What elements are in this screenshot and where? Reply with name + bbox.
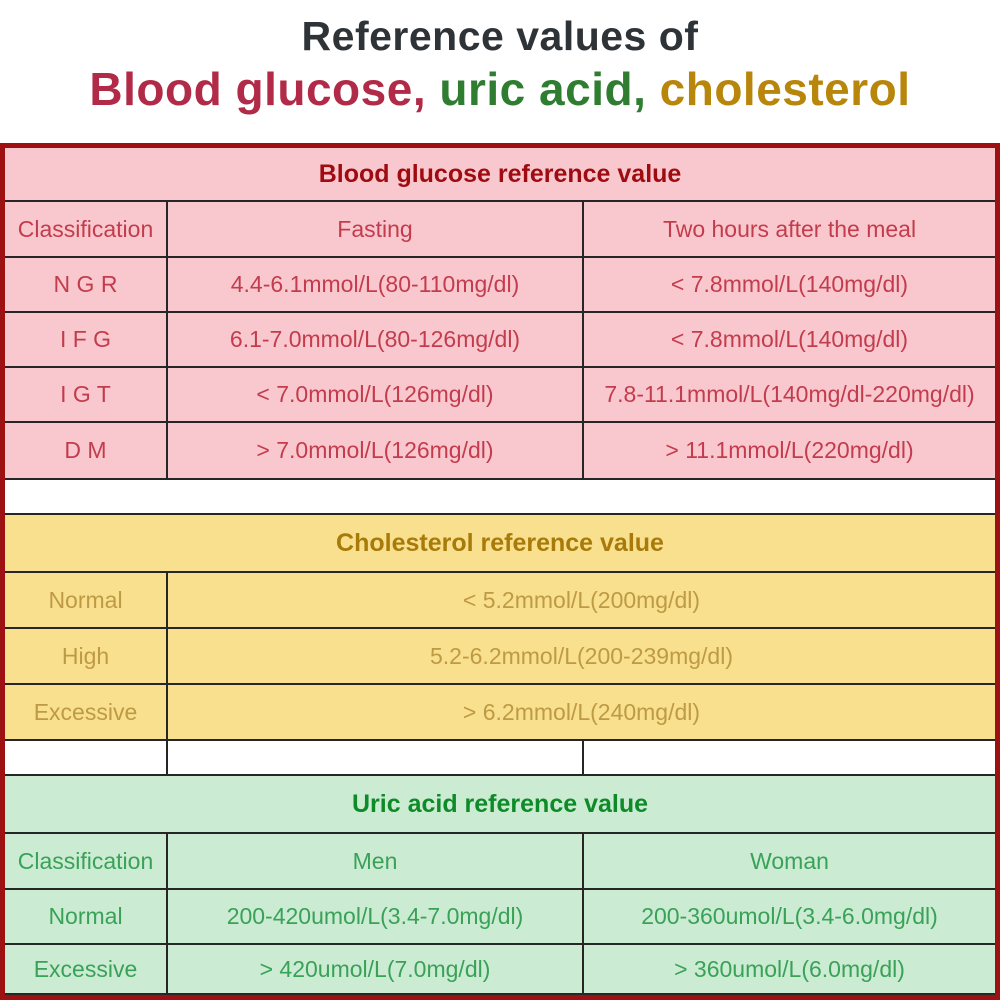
table-row-igt: I G T < 7.0mmol/L(126mg/dl) 7.8-11.1mmol… [5, 368, 995, 423]
main-title: Reference values of [301, 13, 699, 59]
row-label-normal: Normal [5, 573, 166, 629]
cholesterol-table-title: Cholesterol reference value [5, 515, 995, 573]
table-row-dm: D M > 7.0mmol/L(126mg/dl) > 11.1mmol/L(2… [5, 423, 995, 480]
uric-acid-header-row: Classification Men Woman [5, 834, 995, 890]
table-row-cholesterol-high: High 5.2-6.2mmol/L(200-239mg/dl) [5, 629, 995, 685]
column-header-woman: Woman [582, 834, 995, 890]
uric-normal-woman-value: 200-360umol/L(3.4-6.0mg/dl) [582, 890, 995, 945]
column-header-classification: Classification [5, 834, 166, 890]
row-label-ngr: N G R [5, 258, 166, 313]
blood-glucose-header-row: Classification Fasting Two hours after t… [5, 202, 995, 258]
column-header-men: Men [166, 834, 582, 890]
uric-acid-table: Uric acid reference value Classification… [5, 774, 995, 995]
uric-excessive-men-value: > 420umol/L(7.0mg/dl) [166, 945, 582, 995]
uric-excessive-woman-value: > 360umol/L(6.0mg/dl) [582, 945, 995, 995]
blood-glucose-table-title: Blood glucose reference value [5, 148, 995, 202]
cholesterol-normal-value: < 5.2mmol/L(200mg/dl) [166, 573, 995, 629]
ifg-fasting-value: 6.1-7.0mmol/L(80-126mg/dl) [166, 313, 582, 368]
table-row-cholesterol-normal: Normal < 5.2mmol/L(200mg/dl) [5, 573, 995, 629]
table-row-cholesterol-excessive: Excessive > 6.2mmol/L(240mg/dl) [5, 685, 995, 741]
row-label-igt: I G T [5, 368, 166, 423]
cholesterol-table: Cholesterol reference value Normal < 5.2… [5, 513, 995, 741]
uric-normal-men-value: 200-420umol/L(3.4-7.0mg/dl) [166, 890, 582, 945]
row-label-excessive: Excessive [5, 685, 166, 741]
subtitle-cholesterol: cholesterol [646, 63, 911, 116]
spacer-row [5, 480, 995, 513]
row-label-normal: Normal [5, 890, 166, 945]
reference-tables-frame: Blood glucose reference value Classifica… [0, 143, 1000, 1000]
igt-fasting-value: < 7.0mmol/L(126mg/dl) [166, 368, 582, 423]
uric-acid-table-title: Uric acid reference value [5, 776, 995, 834]
table-row-ngr: N G R 4.4-6.1mmol/L(80-110mg/dl) < 7.8mm… [5, 258, 995, 313]
cholesterol-excessive-value: > 6.2mmol/L(240mg/dl) [166, 685, 995, 741]
row-label-excessive: Excessive [5, 945, 166, 995]
row-label-dm: D M [5, 423, 166, 480]
table-row-uric-normal: Normal 200-420umol/L(3.4-7.0mg/dl) 200-3… [5, 890, 995, 945]
cholesterol-high-value: 5.2-6.2mmol/L(200-239mg/dl) [166, 629, 995, 685]
column-header-two-hours-after-meal: Two hours after the meal [582, 202, 995, 258]
subtitle: Blood glucose, uric acid, cholesterol [0, 63, 1000, 116]
table-row-ifg: I F G 6.1-7.0mmol/L(80-126mg/dl) < 7.8mm… [5, 313, 995, 368]
dm-postmeal-value: > 11.1mmol/L(220mg/dl) [582, 423, 995, 480]
subtitle-blood-glucose: Blood glucose, [89, 63, 427, 116]
page-header: Reference values of Blood glucose, uric … [0, 0, 1000, 143]
row-label-high: High [5, 629, 166, 685]
ifg-postmeal-value: < 7.8mmol/L(140mg/dl) [582, 313, 995, 368]
column-header-fasting: Fasting [166, 202, 582, 258]
ngr-postmeal-value: < 7.8mmol/L(140mg/dl) [582, 258, 995, 313]
row-label-ifg: I F G [5, 313, 166, 368]
spacer-row-with-dividers [5, 741, 995, 774]
blood-glucose-table: Blood glucose reference value Classifica… [5, 148, 995, 480]
ngr-fasting-value: 4.4-6.1mmol/L(80-110mg/dl) [166, 258, 582, 313]
dm-fasting-value: > 7.0mmol/L(126mg/dl) [166, 423, 582, 480]
table-row-uric-excessive: Excessive > 420umol/L(7.0mg/dl) > 360umo… [5, 945, 995, 995]
subtitle-uric-acid: uric acid, [426, 63, 647, 116]
column-header-classification: Classification [5, 202, 166, 258]
igt-postmeal-value: 7.8-11.1mmol/L(140mg/dl-220mg/dl) [582, 368, 995, 423]
